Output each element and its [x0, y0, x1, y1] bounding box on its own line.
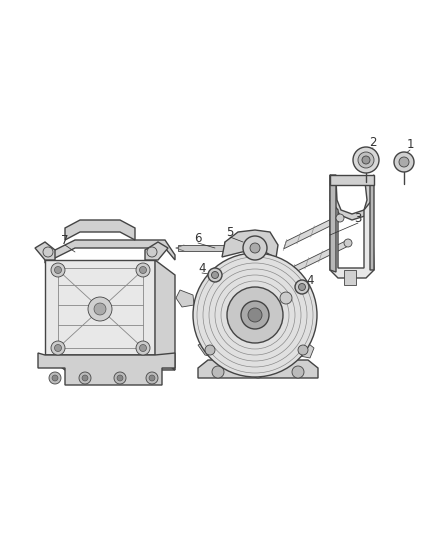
- Circle shape: [399, 157, 409, 167]
- Circle shape: [82, 375, 88, 381]
- Polygon shape: [178, 245, 225, 251]
- Circle shape: [241, 301, 269, 329]
- Circle shape: [295, 280, 309, 294]
- Text: 7: 7: [61, 233, 69, 246]
- Circle shape: [280, 292, 292, 304]
- Polygon shape: [344, 270, 356, 285]
- Polygon shape: [222, 230, 278, 258]
- Polygon shape: [38, 353, 175, 385]
- Circle shape: [298, 345, 308, 355]
- Circle shape: [205, 345, 215, 355]
- Circle shape: [79, 372, 91, 384]
- Polygon shape: [300, 290, 304, 316]
- Circle shape: [51, 263, 65, 277]
- Circle shape: [88, 297, 112, 321]
- Circle shape: [149, 375, 155, 381]
- Circle shape: [54, 344, 61, 351]
- Circle shape: [43, 247, 53, 257]
- Polygon shape: [198, 360, 318, 378]
- Polygon shape: [278, 288, 298, 308]
- Circle shape: [147, 247, 157, 257]
- Circle shape: [193, 253, 317, 377]
- Circle shape: [49, 372, 61, 384]
- Polygon shape: [45, 355, 175, 370]
- Polygon shape: [370, 175, 374, 270]
- Text: 2: 2: [369, 136, 377, 149]
- Polygon shape: [225, 242, 239, 254]
- Circle shape: [136, 263, 150, 277]
- Circle shape: [292, 366, 304, 378]
- Circle shape: [94, 303, 106, 315]
- Circle shape: [394, 152, 414, 172]
- Circle shape: [54, 266, 61, 273]
- Text: 1: 1: [406, 139, 414, 151]
- Circle shape: [353, 147, 379, 173]
- Circle shape: [117, 375, 123, 381]
- Circle shape: [250, 243, 260, 253]
- Circle shape: [146, 372, 158, 384]
- Text: 4: 4: [306, 273, 314, 287]
- Circle shape: [114, 372, 126, 384]
- Polygon shape: [284, 214, 341, 249]
- Polygon shape: [145, 242, 168, 260]
- Circle shape: [52, 375, 58, 381]
- Circle shape: [136, 341, 150, 355]
- Circle shape: [212, 366, 224, 378]
- Polygon shape: [292, 239, 349, 274]
- Circle shape: [212, 271, 219, 279]
- Circle shape: [252, 366, 264, 378]
- Text: 4: 4: [198, 262, 206, 274]
- Circle shape: [336, 214, 344, 222]
- Circle shape: [51, 341, 65, 355]
- Circle shape: [299, 284, 305, 290]
- Text: 6: 6: [194, 231, 202, 245]
- Text: 5: 5: [226, 225, 234, 238]
- Circle shape: [139, 266, 146, 273]
- Polygon shape: [330, 175, 336, 272]
- Polygon shape: [213, 278, 217, 306]
- Polygon shape: [35, 242, 55, 260]
- Circle shape: [344, 239, 352, 247]
- Circle shape: [362, 156, 370, 164]
- Polygon shape: [45, 260, 155, 355]
- Circle shape: [243, 236, 267, 260]
- Circle shape: [227, 287, 283, 343]
- Polygon shape: [65, 220, 135, 240]
- Polygon shape: [330, 175, 374, 185]
- Polygon shape: [155, 260, 175, 370]
- Text: 3: 3: [354, 212, 362, 224]
- Polygon shape: [198, 340, 220, 358]
- Circle shape: [139, 344, 146, 351]
- Circle shape: [358, 152, 374, 168]
- Polygon shape: [292, 340, 314, 358]
- Circle shape: [248, 308, 262, 322]
- Circle shape: [208, 268, 222, 282]
- Polygon shape: [176, 290, 194, 307]
- Polygon shape: [330, 175, 372, 220]
- Polygon shape: [45, 240, 175, 263]
- Polygon shape: [330, 200, 374, 278]
